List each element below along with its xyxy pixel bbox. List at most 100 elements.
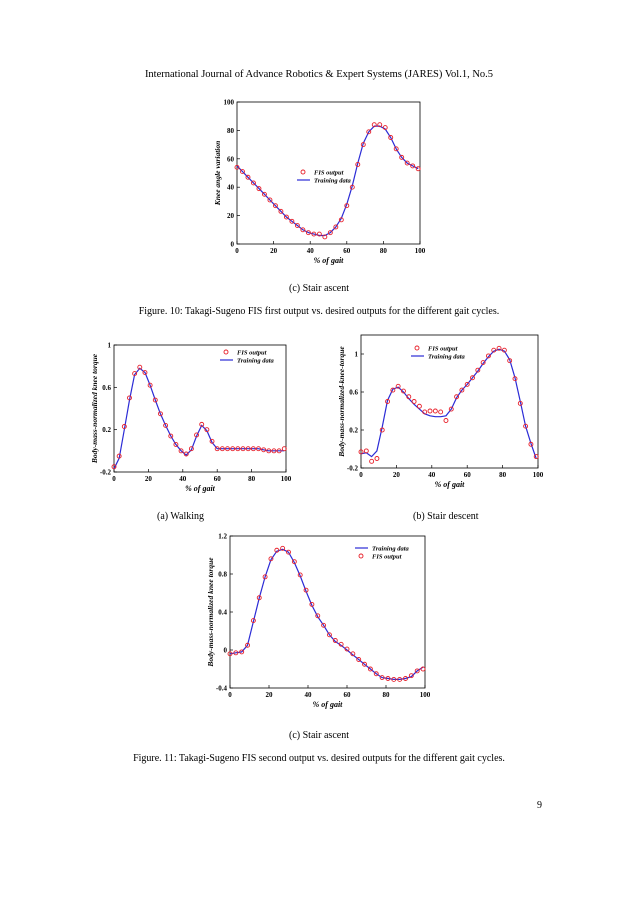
- fig11c-fis-output-point: [362, 661, 368, 667]
- fig11b-x-tick-label: 20: [393, 471, 401, 479]
- fig11b-y-tick-label: 1: [355, 351, 359, 359]
- fig11a-fis-output-point: [194, 432, 200, 438]
- fig11c-fis-output-point: [303, 587, 309, 593]
- fig11a-x-tick-label: 0: [112, 475, 116, 483]
- fig11b-fis-output-point: [501, 347, 507, 353]
- fig11c-y-tick-label: -0.4: [216, 685, 228, 693]
- fig10c-fis-output-point: [322, 234, 328, 240]
- fig11c-fis-output-point: [344, 646, 350, 652]
- fig11a-fis-output-point: [250, 446, 256, 452]
- fig10c-fis-output-point: [267, 197, 273, 203]
- fig11c-fis-output-point: [373, 671, 379, 677]
- fig10c-fis-output-point: [278, 208, 284, 214]
- fig11c-fis-output-point: [397, 676, 403, 682]
- fig11b-fis-output-point: [528, 441, 534, 447]
- figure11-caption: Figure. 11: Takagi-Sugeno FIS second out…: [133, 753, 505, 764]
- fig11b-fis-output-point: [427, 408, 433, 414]
- fig11a-legend-label: FIS output: [237, 350, 267, 357]
- fig11b-fis-output-point: [523, 423, 529, 429]
- fig11c-y-tick-label: 0.8: [218, 571, 227, 579]
- fig11c-fis-output-point: [256, 595, 262, 601]
- fig11a-fis-output-point: [256, 446, 261, 452]
- fig10c-x-tick-label: 60: [343, 247, 351, 255]
- fig11b-fis-output-point: [480, 360, 486, 365]
- fig11a-fis-output-point: [157, 411, 163, 417]
- fig11c-fis-output-point: [391, 676, 397, 682]
- fig11c-fis-output-point: [233, 650, 239, 656]
- fig11b-fis-output-point: [401, 388, 406, 394]
- fig11b-fis-output-point: [464, 381, 470, 387]
- fig11a-fis-output-point: [168, 433, 174, 439]
- fig10c-fis-output-point: [338, 217, 344, 223]
- fig11a-fis-output-point: [225, 446, 230, 452]
- chart-torque-walking: 0 20 40 60 80 100 -0.2 0.2 0.6 1 % of gait Body-mas…: [90, 342, 292, 494]
- fig10c-fis-output-point: [377, 122, 383, 128]
- fig10c-fis-output-point: [251, 180, 256, 186]
- fig11a-fis-output-point: [121, 424, 127, 429]
- fig11c-fis-output-point: [338, 641, 344, 647]
- fig11b-fis-output-point: [507, 358, 513, 364]
- fig11b-fis-output-point: [485, 353, 491, 359]
- fig11c-fis-output-point: [408, 673, 414, 679]
- fig10c-fis-output-point: [256, 186, 262, 192]
- fig11c-training-data-line: [229, 548, 424, 680]
- fig11c-x-tick-label: 40: [305, 691, 313, 699]
- fig11c-fis-output-point: [286, 549, 291, 555]
- fig11a-y-tick-label: 0.2: [102, 426, 111, 434]
- fig11b-fis-output-point: [369, 458, 375, 464]
- fig10c-fis-output-point: [240, 169, 245, 175]
- fig11a-fis-output-point: [214, 446, 220, 452]
- fig11a-y-tick-label: -0.2: [100, 469, 112, 477]
- fig11b-legend-fis-marker: [414, 345, 420, 351]
- fig10c-x-tick-label: 80: [380, 247, 388, 255]
- fig10c-x-tick-label: 100: [415, 247, 426, 255]
- fig11b-fis-output-point: [422, 409, 428, 415]
- fig11c-fis-output-point: [385, 676, 391, 681]
- fig11a-axes-box: [113, 344, 287, 473]
- fig11b-axes-box: [360, 334, 539, 469]
- fig11a-fis-output-point: [188, 446, 194, 452]
- fig11a-fis-output-point: [245, 446, 251, 452]
- fig10c-fis-output-point: [283, 214, 289, 220]
- fig11b-x-tick-label: 60: [464, 471, 472, 479]
- fig11a-fis-output-point: [235, 446, 241, 452]
- fig11c-fis-output-point: [227, 651, 233, 657]
- fig11c-fis-output-point: [250, 618, 256, 624]
- fig10c-fis-output-point: [388, 135, 394, 140]
- fig10c-fis-output-point: [371, 122, 377, 128]
- fig11a-x-tick-label: 80: [248, 475, 256, 483]
- fig10c-fis-output-point: [355, 162, 361, 167]
- fig11a-fis-output-point: [111, 464, 117, 470]
- fig11b-fis-output-point: [432, 408, 438, 414]
- fig11a-fis-output-point: [173, 442, 179, 447]
- fig10c-fis-output-point: [305, 230, 311, 236]
- fig10c-axes-box: [236, 101, 421, 245]
- fig11b-fis-output-point: [470, 375, 475, 381]
- fig11a-fis-output-point: [183, 451, 189, 457]
- fig11b-fis-output-point: [448, 406, 454, 412]
- fig11a-x-tick-label: 60: [214, 475, 222, 483]
- fig11b-fis-output-point: [385, 399, 390, 404]
- fig11b-fis-output-point: [379, 427, 385, 433]
- fig10c-fis-output-point: [344, 203, 350, 209]
- fig10c-fis-output-point: [382, 125, 388, 131]
- fig11a-y-tick-label: 1: [108, 342, 112, 350]
- fig11a-fis-output-point: [230, 446, 236, 452]
- fig10c-fis-output-point: [399, 154, 405, 160]
- fig11c-x-tick-label: 80: [383, 691, 391, 699]
- fig11b-fis-output-point: [533, 454, 539, 460]
- fig11b-y-axis-label: Body-mass-normalized-knee-torque: [337, 346, 346, 458]
- fig11c-fis-output-point: [332, 638, 338, 643]
- fig11b-training-data-line: [360, 348, 537, 459]
- fig10c-y-tick-label: 0: [231, 241, 235, 249]
- fig10c-legend-label: Training data: [314, 178, 352, 185]
- fig11b-fis-output-point: [517, 400, 523, 406]
- fig11a-fis-output-point: [137, 364, 143, 370]
- fig11c-fis-output-point: [297, 572, 303, 578]
- fig10c-fis-output-point: [360, 142, 366, 148]
- fig11c-fis-output-point: [274, 547, 280, 553]
- page-number: 9: [537, 800, 542, 811]
- fig11a-fis-output-point: [147, 382, 153, 388]
- fig11a-x-tick-label: 20: [145, 475, 153, 483]
- fig11b-fis-output-point: [438, 409, 444, 415]
